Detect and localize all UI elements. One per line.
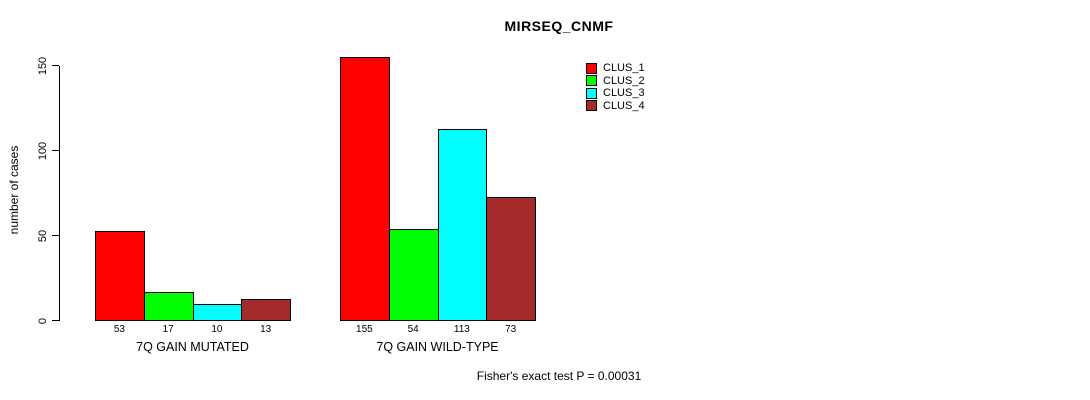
y-tick-mark bbox=[52, 320, 59, 322]
bar-value: 155 bbox=[356, 324, 373, 335]
legend-label: CLUS_1 bbox=[603, 62, 645, 75]
legend-color-swatch bbox=[586, 87, 597, 99]
legend-item-clus_1: CLUS_1 bbox=[586, 62, 645, 75]
y-tick-label: 50 bbox=[37, 229, 49, 243]
bar-value: 13 bbox=[260, 324, 272, 335]
bar-value: 54 bbox=[407, 324, 419, 335]
legend-label: CLUS_2 bbox=[603, 74, 645, 87]
legend: CLUS_1 CLUS_2 CLUS_3 CLUS_4 bbox=[586, 62, 645, 112]
bar-value: 10 bbox=[211, 324, 223, 335]
bar-clus_2 bbox=[143, 292, 194, 321]
bar-clus_3 bbox=[437, 129, 488, 321]
bar-clus_2 bbox=[388, 229, 439, 321]
bar-value: 113 bbox=[453, 324, 470, 335]
legend-color-swatch bbox=[586, 62, 597, 74]
y-tick-mark bbox=[52, 235, 59, 237]
y-tick-mark bbox=[52, 150, 59, 152]
legend-label: CLUS_3 bbox=[603, 87, 645, 100]
bar-value: 53 bbox=[113, 324, 125, 335]
y-tick-label: 150 bbox=[37, 56, 49, 76]
bar-clus_3 bbox=[192, 304, 243, 321]
legend-item-clus_4: CLUS_4 bbox=[586, 100, 645, 113]
y-tick-label: 0 bbox=[37, 317, 49, 325]
x-group-label: 7Q GAIN MUTATED bbox=[136, 340, 249, 354]
x-group-label: 7Q GAIN WILD-TYPE bbox=[376, 340, 499, 354]
bar-value: 73 bbox=[505, 324, 517, 335]
legend-item-clus_3: CLUS_3 bbox=[586, 87, 645, 100]
y-axis-title: number of cases bbox=[7, 145, 21, 235]
y-tick-mark bbox=[52, 65, 59, 67]
legend-color-swatch bbox=[586, 75, 597, 87]
bar-clus_4 bbox=[241, 299, 291, 321]
y-axis-line bbox=[59, 66, 60, 321]
y-tick-label: 100 bbox=[37, 141, 49, 161]
legend-label: CLUS_4 bbox=[603, 99, 645, 112]
bar-clus_1 bbox=[95, 231, 145, 321]
legend-color-swatch bbox=[586, 100, 597, 112]
fisher-test-annotation: Fisher's exact test P = 0.00031 bbox=[476, 369, 642, 383]
bar-clus_4 bbox=[486, 197, 536, 321]
bar-clus_1 bbox=[340, 57, 390, 321]
chart-title: MIRSEQ_CNMF bbox=[504, 18, 614, 34]
bar-value: 17 bbox=[162, 324, 174, 335]
legend-item-clus_2: CLUS_2 bbox=[586, 75, 645, 88]
